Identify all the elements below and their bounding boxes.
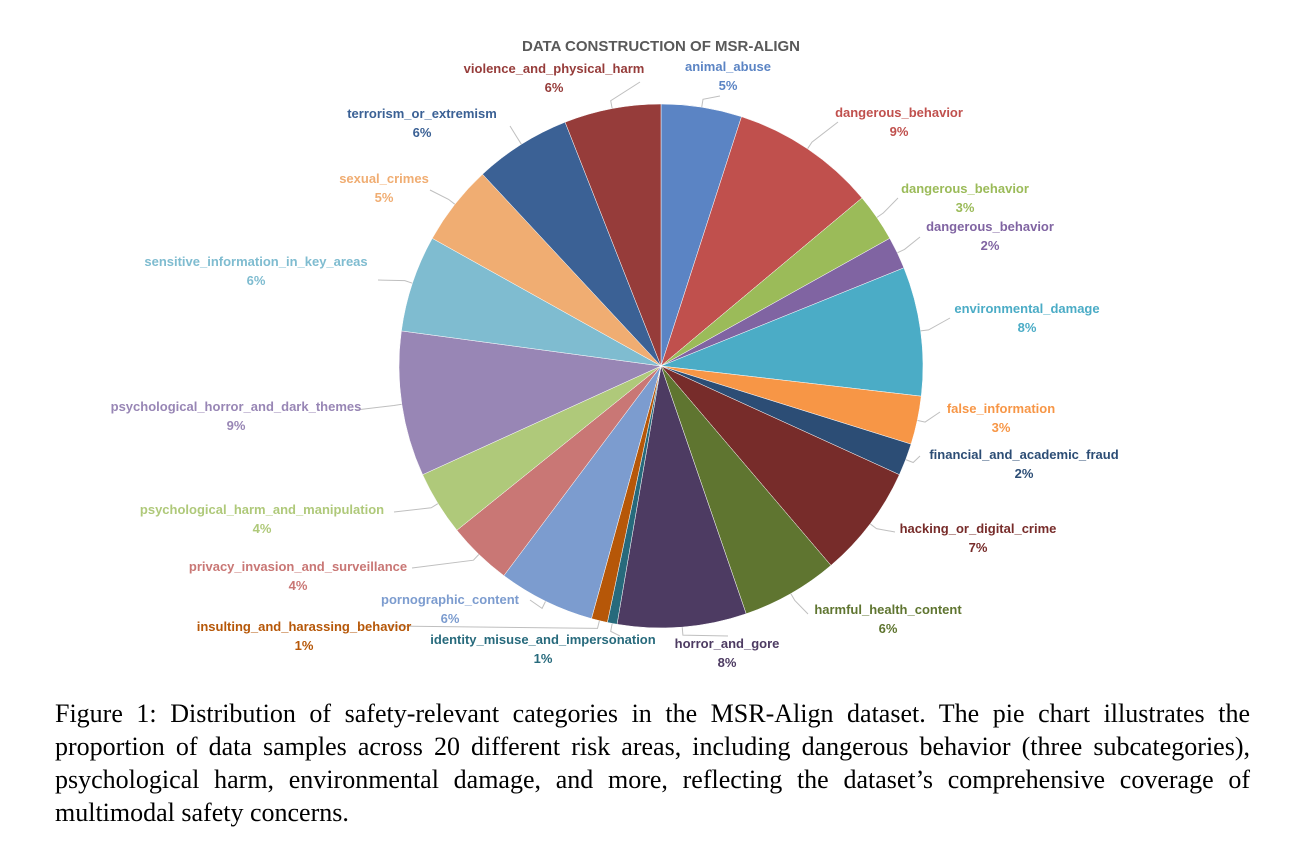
slice-label-4: environmental_damage <box>954 301 1099 316</box>
leader-line-10 <box>610 623 621 637</box>
leader-line-18 <box>509 125 522 145</box>
slice-percent-1: 9% <box>890 124 909 139</box>
leader-line-6 <box>905 455 921 464</box>
leader-line-2 <box>876 197 899 218</box>
slice-label-16: sensitive_information_in_key_areas <box>144 254 367 269</box>
slice-percent-16: 6% <box>247 273 266 288</box>
leader-line-16 <box>377 279 413 284</box>
slice-percent-10: 1% <box>534 651 553 666</box>
slice-percent-2: 3% <box>956 200 975 215</box>
leader-line-19 <box>610 81 641 109</box>
pie-slice-hacking-or-digital-crime-7 <box>660 365 900 566</box>
pie-slices <box>398 103 924 629</box>
slice-label-2: dangerous_behavior <box>901 181 1029 196</box>
slice-labels: animal_abuse 5% dangerous_behavior 9% danger… <box>111 59 1119 670</box>
pie-chart-svg: DATA CONSTRUCTION OF MSR-ALIGN animal_ab… <box>111 38 1119 670</box>
pie-chart: DATA CONSTRUCTION OF MSR-ALIGN animal_ab… <box>111 38 1119 670</box>
slice-label-15: psychological_horror_and_dark_themes <box>111 399 362 414</box>
slice-label-7: hacking_or_digital_crime <box>900 521 1057 536</box>
slice-percent-15: 9% <box>227 418 246 433</box>
slice-label-8: harmful_health_content <box>814 602 962 617</box>
leader-line-13 <box>411 554 480 569</box>
pie-slice-environmental-damage-4 <box>660 267 924 397</box>
slice-percent-14: 4% <box>253 521 272 536</box>
slice-label-6: financial_and_academic_fraud <box>929 447 1118 462</box>
slice-label-10: identity_misuse_and_impersonation <box>430 632 655 647</box>
slice-label-17: sexual_crimes <box>339 171 429 186</box>
leader-line-17 <box>429 189 456 205</box>
slice-label-14: psychological_harm_and_manipulation <box>140 502 384 517</box>
pie-slice-dangerous-behavior-1 <box>660 116 863 367</box>
leader-lines <box>355 81 951 637</box>
slice-label-5: false_information <box>947 401 1055 416</box>
leader-line-15 <box>355 403 402 411</box>
leader-line-11 <box>389 620 600 629</box>
slice-label-13: privacy_invasion_and_surveillance <box>189 559 407 574</box>
slice-label-9: horror_and_gore <box>675 636 780 651</box>
slice-label-0: animal_abuse <box>685 59 771 74</box>
slice-label-1: dangerous_behavior <box>835 105 963 120</box>
slice-percent-7: 7% <box>969 540 988 555</box>
pie-slice-psychological-horror-and-dark-themes-15 <box>398 330 662 476</box>
slice-label-3: dangerous_behavior <box>926 219 1054 234</box>
slice-percent-8: 6% <box>879 621 898 636</box>
slice-label-18: terrorism_or_extremism <box>347 106 497 121</box>
leader-line-4 <box>920 317 951 332</box>
slice-percent-3: 2% <box>981 238 1000 253</box>
slice-label-11: insulting_and_harassing_behavior <box>197 619 412 634</box>
slice-percent-11: 1% <box>295 638 314 653</box>
chart-title: DATA CONSTRUCTION OF MSR-ALIGN <box>522 38 800 55</box>
slice-percent-13: 4% <box>289 578 308 593</box>
leader-line-5 <box>917 411 941 423</box>
leader-line-1 <box>807 121 839 150</box>
figure-caption: Figure 1: Distribution of safety-relevan… <box>55 699 1250 827</box>
pie-slice-horror-and-gore-9 <box>616 365 747 629</box>
slice-percent-5: 3% <box>992 420 1011 435</box>
slice-label-19: violence_and_physical_harm <box>464 61 645 76</box>
leader-line-3 <box>897 236 921 254</box>
slice-percent-6: 2% <box>1015 466 1034 481</box>
leader-line-8 <box>790 593 809 615</box>
leader-line-7 <box>869 523 896 533</box>
slice-percent-4: 8% <box>1018 320 1037 335</box>
pie-slice-violence-and-physical-harm-19 <box>564 103 662 367</box>
slice-percent-12: 6% <box>441 611 460 626</box>
slice-percent-19: 6% <box>545 80 564 95</box>
slice-percent-0: 5% <box>719 78 738 93</box>
slice-percent-18: 6% <box>413 125 432 140</box>
slice-percent-9: 8% <box>718 655 737 670</box>
leader-line-14 <box>393 503 439 513</box>
leader-line-12 <box>529 599 547 610</box>
leader-line-9 <box>681 627 729 637</box>
slice-percent-17: 5% <box>375 190 394 205</box>
slice-label-12: pornographic_content <box>381 592 520 607</box>
leader-line-0 <box>701 95 721 108</box>
